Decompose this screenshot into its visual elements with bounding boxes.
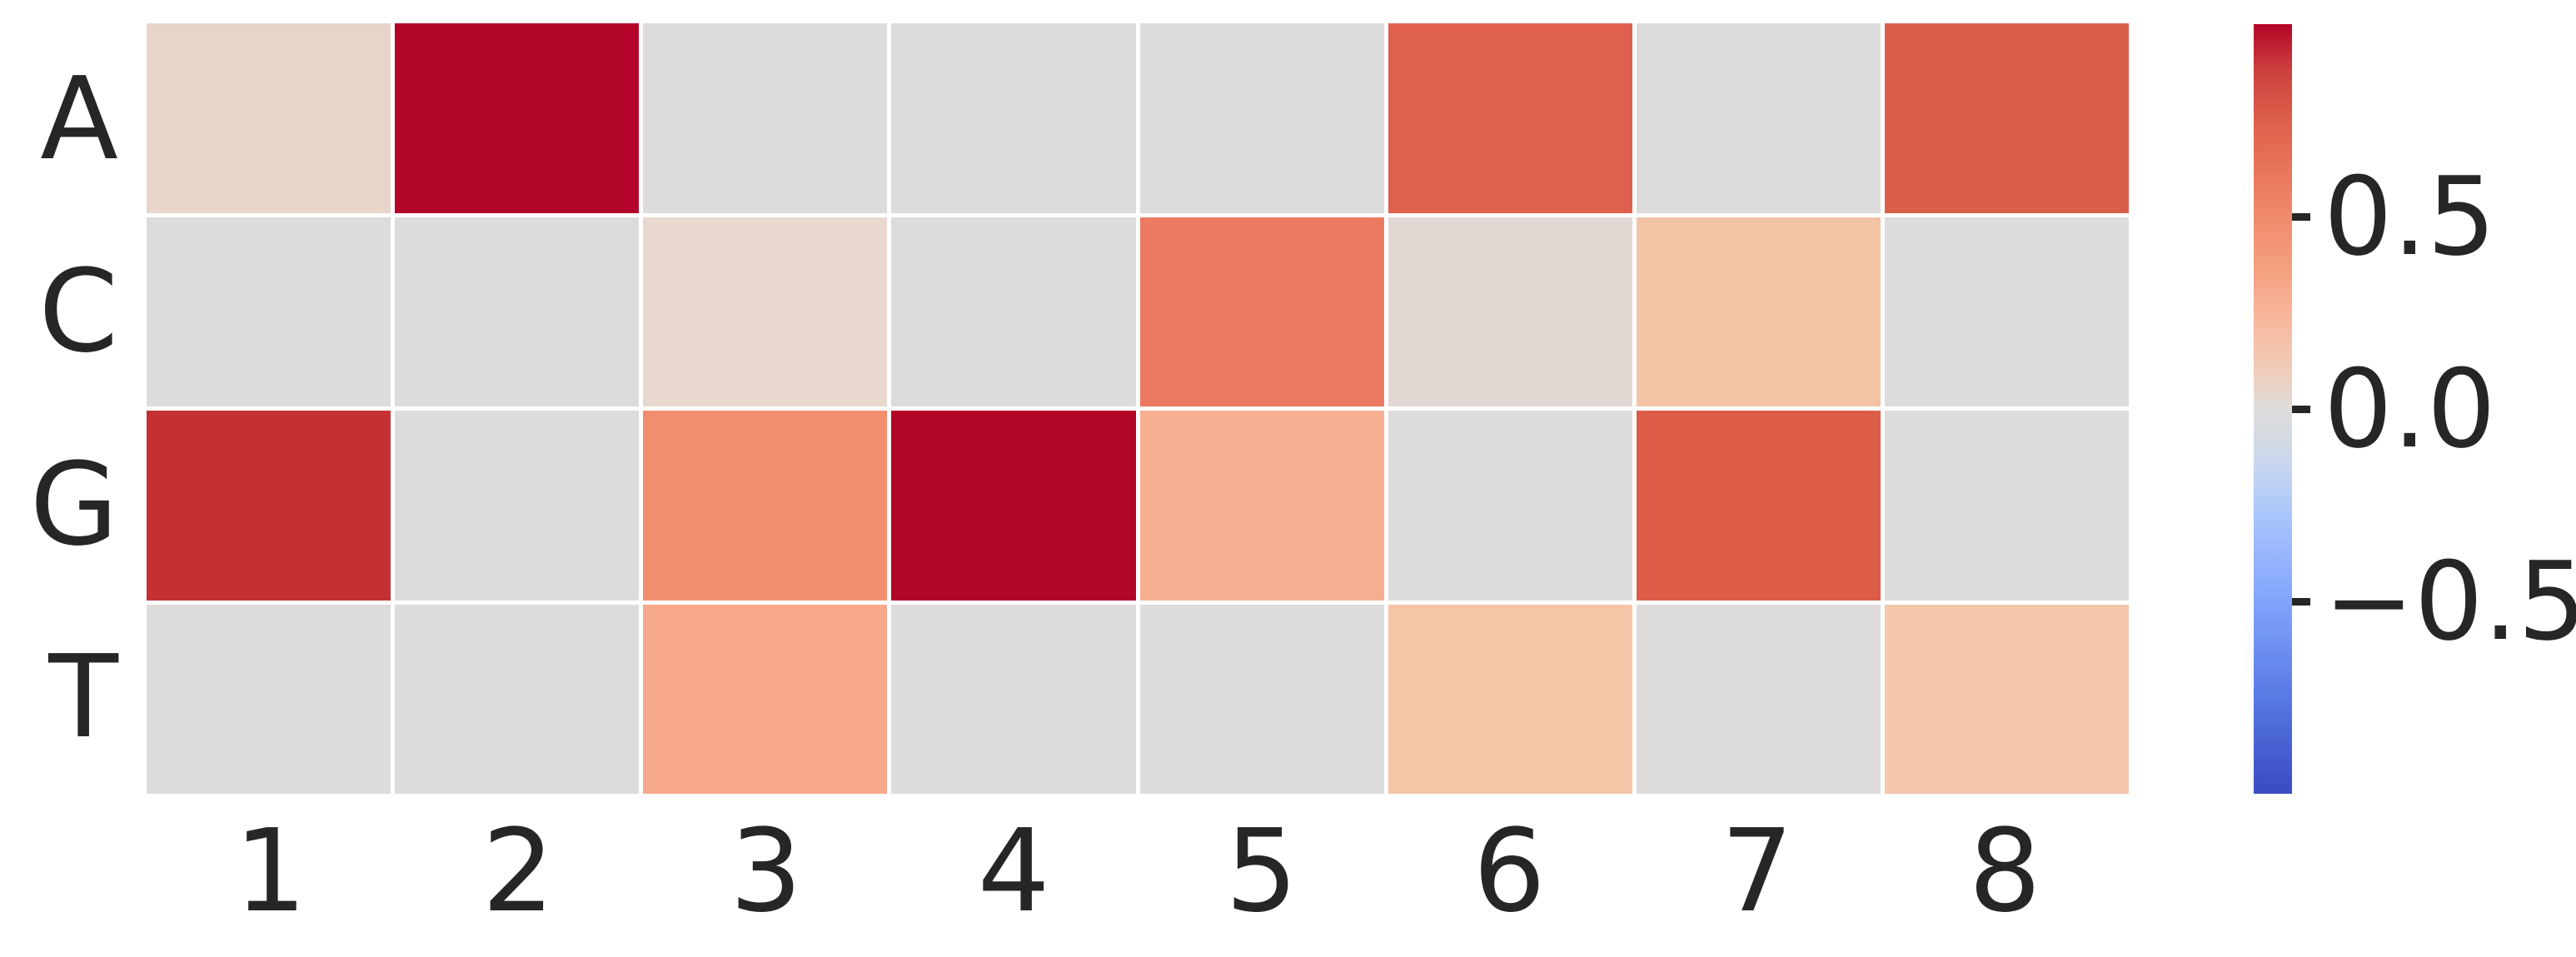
heatmap-cell: [395, 411, 640, 601]
column-label: 4: [977, 805, 1050, 938]
column-label: 3: [730, 805, 803, 938]
colorbar-tick-label: 0.5: [2324, 153, 2496, 280]
heatmap-cell: [891, 23, 1136, 213]
heatmap-cell: [1636, 604, 1881, 794]
heatmap-cell: [1139, 23, 1384, 213]
heatmap-cell: [643, 411, 888, 601]
heatmap-cell: [1884, 217, 2129, 406]
heatmap-cell: [1139, 411, 1384, 601]
heatmap-cell: [147, 23, 391, 213]
heatmap-cell: [643, 23, 888, 213]
heatmap-cell: [1388, 411, 1632, 601]
heatmap-cell: [1388, 23, 1632, 213]
row-label: C: [38, 246, 118, 379]
heatmap-cell: [1139, 217, 1384, 406]
column-label: 8: [1968, 805, 2041, 938]
colorbar-tick-label: −0.5: [2324, 538, 2576, 665]
colorbar: [2254, 24, 2292, 794]
heatmap-grid: [147, 23, 2129, 794]
heatmap-cell: [1636, 23, 1881, 213]
row-label: G: [29, 438, 118, 571]
heatmap-cell: [1884, 411, 2129, 601]
column-label: 7: [1721, 805, 1794, 938]
heatmap-cell: [1884, 23, 2129, 213]
column-label: 2: [481, 805, 555, 938]
heatmap-cell: [147, 604, 391, 794]
colorbar-tick-label: 0.0: [2324, 346, 2496, 472]
heatmap-cell: [1636, 411, 1881, 601]
heatmap-cell: [891, 217, 1136, 406]
heatmap-cell: [1388, 604, 1632, 794]
heatmap-cell: [891, 604, 1136, 794]
column-label: 5: [1225, 805, 1298, 938]
colorbar-tick: [2292, 405, 2310, 413]
column-label: 1: [234, 805, 307, 938]
heatmap-cell: [1139, 604, 1384, 794]
row-label: A: [40, 53, 118, 187]
heatmap-cell: [891, 411, 1136, 601]
heatmap-cell: [147, 217, 391, 406]
heatmap-cell: [395, 217, 640, 406]
heatmap-cell: [1636, 217, 1881, 406]
heatmap-cell: [1884, 604, 2129, 794]
heatmap-cell: [395, 604, 640, 794]
heatmap-cell: [1388, 217, 1632, 406]
row-label: T: [48, 631, 118, 764]
heatmap-cell: [395, 23, 640, 213]
column-label: 6: [1472, 805, 1546, 938]
heatmap-cell: [643, 217, 888, 406]
colorbar-tick: [2292, 597, 2310, 606]
heatmap-cell: [643, 604, 888, 794]
heatmap-cell: [147, 411, 391, 601]
colorbar-tick: [2292, 212, 2310, 221]
